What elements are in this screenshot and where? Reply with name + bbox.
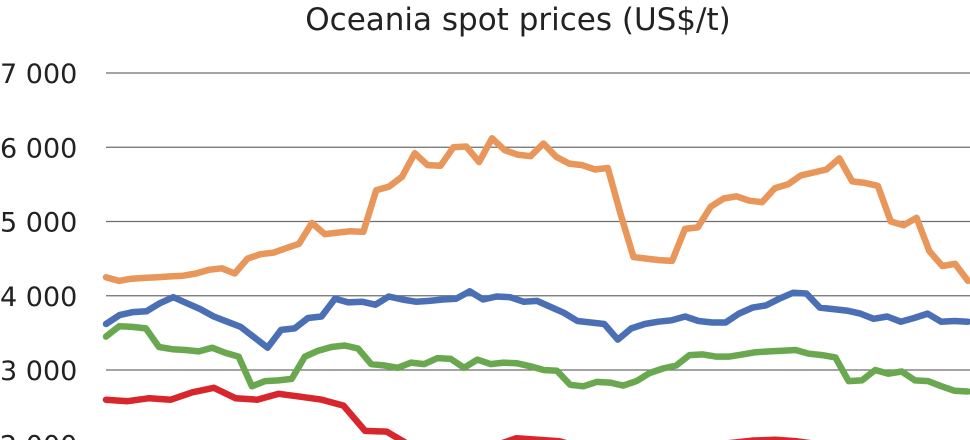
y-axis-tick-labels: 7 000 6 000 5 000 4 000 3 000 2 000: [0, 59, 77, 440]
series-line-2: [102, 288, 970, 351]
series-line-3: [102, 322, 970, 395]
series-lines: [102, 135, 970, 440]
y-tick-label-3000: 3 000: [0, 356, 77, 387]
y-tick-label-7000: 7 000: [0, 59, 77, 90]
y-tick-label-5000: 5 000: [0, 208, 77, 239]
y-tick-label-4000: 4 000: [0, 282, 77, 313]
y-tick-label-2000: 2 000: [0, 430, 77, 440]
grid-lines: [106, 72, 970, 371]
y-tick-label-6000: 6 000: [0, 133, 77, 164]
chart-title: Oceania spot prices (US$/t): [305, 2, 730, 38]
series-line-1: [102, 135, 970, 285]
series-line-4: [102, 384, 812, 440]
